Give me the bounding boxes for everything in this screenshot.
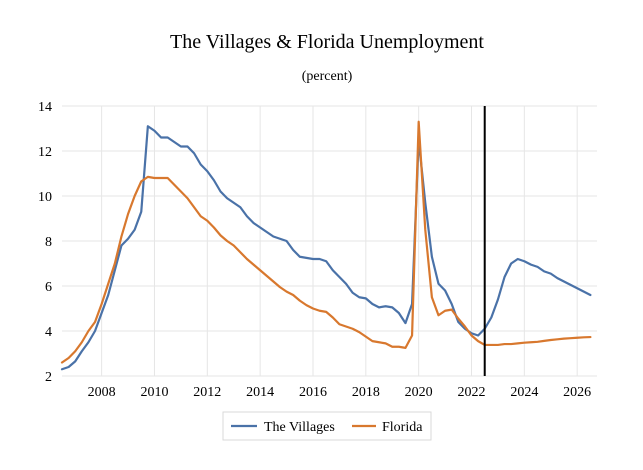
x-tick-label: 2012: [193, 385, 221, 400]
x-tick-label: 2026: [563, 385, 591, 400]
y-tick-label: 2: [45, 370, 52, 385]
x-tick-label: 2008: [88, 385, 116, 400]
legend: The Villages Florida: [222, 411, 432, 441]
x-tick-label: 2022: [458, 385, 486, 400]
y-tick-label: 8: [45, 235, 52, 250]
chart-subtitle: (percent): [302, 69, 353, 84]
legend-label-florida: Florida: [382, 420, 423, 435]
axis-tick-labels: 2 4 6 8 10 12 14 2008 2010 2012 2014 2016 2018 2020 20…: [38, 100, 591, 400]
x-tick-label: 2014: [246, 385, 274, 400]
y-tick-label: 6: [45, 280, 52, 295]
y-tick-label: 10: [38, 190, 52, 205]
series-line-florida: [60, 120, 592, 364]
x-tick-label: 2016: [299, 385, 327, 400]
legend-label-the-villages: The Villages: [264, 420, 335, 435]
legend-box: [222, 411, 432, 441]
y-tick-label: 12: [38, 145, 52, 160]
y-tick-label: 4: [45, 325, 52, 340]
chart-title: The Villages & Florida Unemployment: [170, 31, 484, 53]
x-tick-label: 2018: [352, 385, 380, 400]
x-tick-label: 2010: [140, 385, 168, 400]
grid-lines: [62, 105, 597, 377]
x-tick-label: 2020: [405, 385, 433, 400]
series-line-the-villages: [60, 125, 592, 371]
series-lines: [60, 120, 592, 371]
y-tick-label: 14: [38, 100, 52, 115]
x-tick-label: 2024: [510, 385, 538, 400]
